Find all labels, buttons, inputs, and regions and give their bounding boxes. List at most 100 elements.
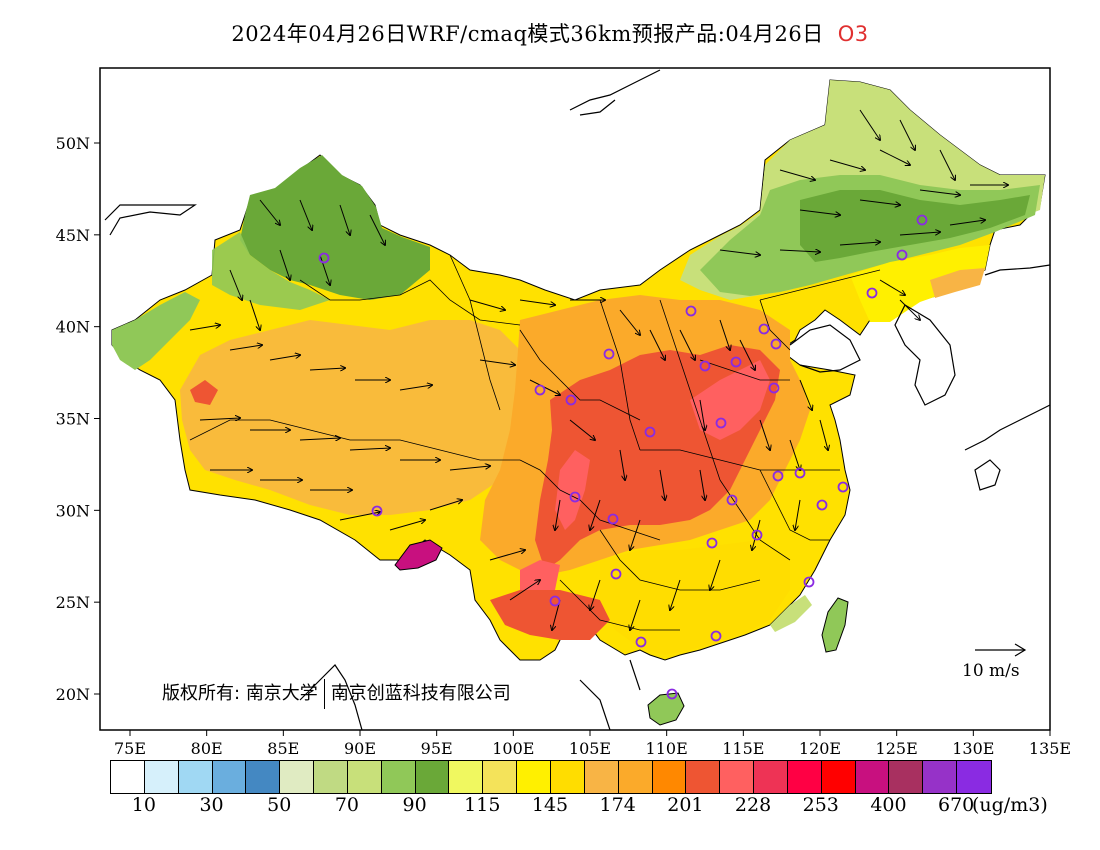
- city-marker: [685, 305, 697, 317]
- lon-tick-label: 120E: [799, 739, 841, 758]
- city-marker: [610, 568, 622, 580]
- legend-label: 10: [131, 794, 156, 816]
- city-marker: [644, 426, 656, 438]
- legend-color-box: [178, 761, 213, 793]
- central-pink-hotspot-2: [555, 450, 590, 530]
- lon-tick-label: 90E: [344, 739, 376, 758]
- lon-tick-label: 80E: [191, 739, 223, 758]
- city-marker: [635, 636, 647, 648]
- city-marker: [866, 287, 878, 299]
- city-marker: [837, 481, 849, 493]
- lon-tick-label: 135E: [1029, 739, 1071, 758]
- legend-color-box: [787, 761, 822, 793]
- species-label: O3: [837, 22, 869, 46]
- city-marker: [770, 338, 782, 350]
- legend-color-box: [889, 761, 924, 793]
- legend-color-box: [246, 761, 281, 793]
- city-marker: [607, 513, 619, 525]
- province-boundaries: [189, 254, 881, 631]
- legend-color-box: [111, 761, 145, 793]
- legend-label: 400: [870, 794, 907, 816]
- lat-tick-label: 25N: [56, 593, 90, 612]
- legend-color-box: [314, 761, 348, 793]
- legend-label: 174: [599, 794, 636, 816]
- southeast-asia-coast: [579, 659, 641, 730]
- city-marker: [730, 356, 742, 368]
- taiwan-island: [821, 597, 849, 653]
- lon-tick-label: 95E: [421, 739, 453, 758]
- legend-color-box: [550, 761, 585, 793]
- lat-tick-label: 50N: [56, 134, 90, 153]
- city-marker: [715, 417, 727, 429]
- legend-label: 145: [531, 794, 569, 816]
- legend-label: 670: [938, 794, 975, 816]
- city-marker: [569, 491, 581, 503]
- city-marker: [666, 688, 678, 700]
- legend-label: 115: [464, 794, 501, 816]
- lat-tick-label: 20N: [56, 685, 90, 704]
- city-marker: [816, 499, 828, 511]
- northeast-yellow-south: [850, 245, 990, 322]
- legend-color-box: [415, 761, 450, 793]
- city-marker: [565, 394, 577, 406]
- west-red-spot: [190, 380, 218, 405]
- legend-label: 50: [267, 794, 292, 816]
- legend-color-box: [280, 761, 315, 793]
- south-yellow-region: [600, 540, 790, 655]
- lon-tick-label: 105E: [569, 739, 611, 758]
- city-marker: [603, 348, 615, 360]
- northwest-lightgreen-band: [212, 232, 330, 310]
- copyright-separator: [323, 679, 325, 709]
- city-marker: [318, 252, 330, 264]
- copyright-notice: 版权所有: 南京大学 南京创蓝科技有限公司: [162, 679, 511, 709]
- legend-color-box: [347, 761, 382, 793]
- wind-reference-label: 10 m/s: [962, 661, 1020, 681]
- legend-label: 201: [667, 794, 704, 816]
- copyright-org2: 南京创蓝科技有限公司: [330, 683, 511, 704]
- legend-color-box: [483, 761, 518, 793]
- copyright-prefix: 版权所有:: [162, 683, 241, 704]
- legend-color-box: [720, 761, 755, 793]
- legend-label: 90: [402, 794, 427, 816]
- legend-color-box: [754, 761, 788, 793]
- lat-tick-label: 40N: [56, 318, 90, 337]
- bohai-gulf-coast: [789, 324, 861, 373]
- city-marker: [726, 494, 738, 506]
- city-marker: [794, 467, 806, 479]
- latitude-axis: 20N 25N 30N 35N 40N 45N 50N: [56, 134, 100, 704]
- legend-label: 253: [802, 794, 839, 816]
- northeast-orange-patch: [930, 268, 985, 298]
- legend-color-box: [449, 761, 484, 793]
- lon-tick-label: 130E: [952, 739, 994, 758]
- lake-baikal-coast: [569, 69, 661, 116]
- map-title: 2024年04月26日WRF/cmaq模式36km预报产品:04月26日 O3: [0, 18, 1100, 48]
- legend-color-box: [957, 761, 991, 793]
- central-pink-hotspot-1: [690, 360, 770, 440]
- city-marker: [758, 323, 770, 335]
- legend-color-box: [855, 761, 890, 793]
- legend-color-box: [652, 761, 687, 793]
- lon-tick-label: 100E: [492, 739, 534, 758]
- legend-color-box: [618, 761, 653, 793]
- city-marker: [710, 630, 722, 642]
- caspian-coast: [104, 204, 197, 236]
- city-marker: [803, 576, 815, 588]
- city-marker: [549, 595, 561, 607]
- japan-coast: [964, 264, 1050, 491]
- legend-color-box: [923, 761, 958, 793]
- lon-tick-label: 125E: [876, 739, 918, 758]
- tibet-tarim-orange-region: [180, 320, 525, 515]
- legend-color-box: [381, 761, 416, 793]
- lon-tick-label: 85E: [267, 739, 299, 758]
- city-markers: [318, 214, 928, 700]
- city-marker: [699, 360, 711, 372]
- hainan-island: [647, 692, 685, 726]
- legend-label: 228: [734, 794, 772, 816]
- legend-color-box: [212, 761, 247, 793]
- city-marker: [706, 537, 718, 549]
- west-green-region: [112, 292, 200, 370]
- yunnan-red-patch: [490, 590, 610, 640]
- city-marker: [916, 214, 928, 226]
- lat-tick-label: 35N: [56, 410, 90, 429]
